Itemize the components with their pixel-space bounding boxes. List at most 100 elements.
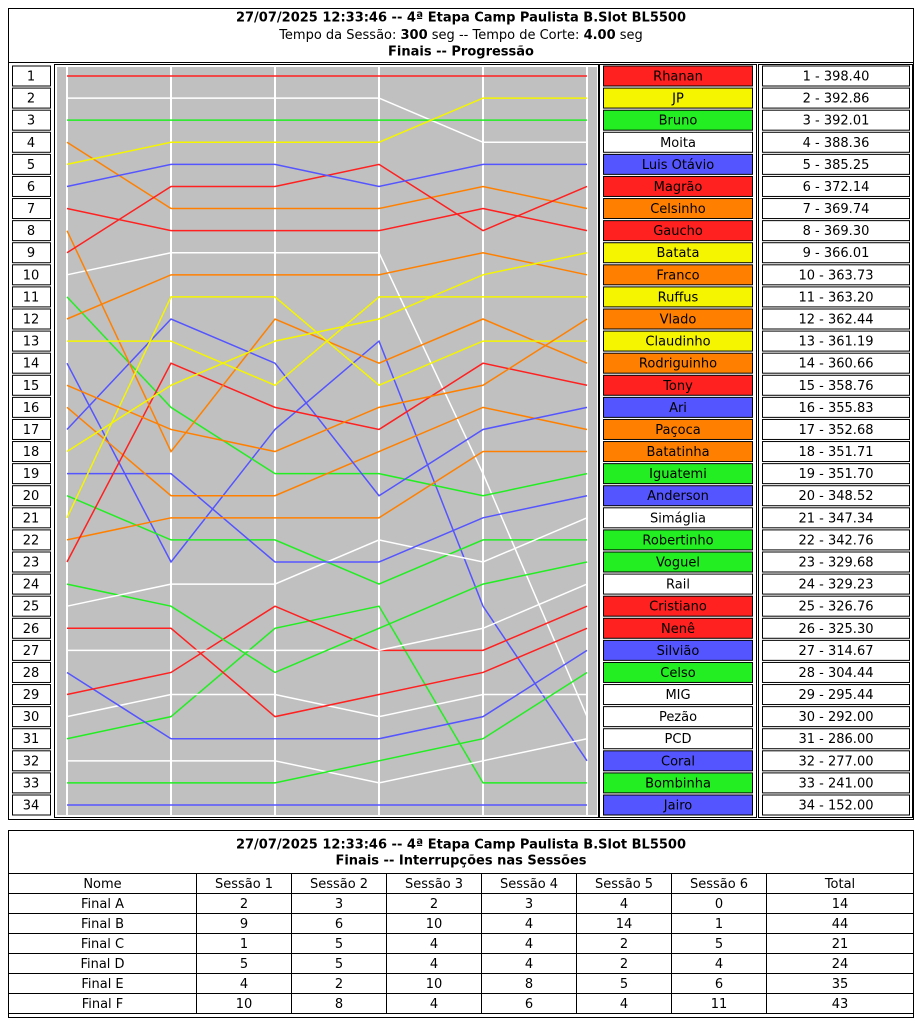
result-label: 32 - 277.00 [799, 754, 874, 769]
result-label: 4 - 388.36 [803, 136, 870, 151]
driver-name: Coral [661, 754, 695, 769]
driver-name: Rhanan [653, 70, 703, 85]
rank-box [12, 264, 51, 286]
header-subtitle: Finais -- Progressão [388, 45, 534, 60]
driver-name: Gaucho [653, 224, 703, 239]
result-box [762, 198, 910, 220]
rank-label: 27 [23, 644, 40, 659]
result-box [762, 463, 910, 485]
result-box [762, 374, 910, 396]
rank-box [12, 109, 51, 131]
table-cell: 44 [832, 917, 849, 932]
driver-box [603, 728, 753, 750]
driver-box [603, 706, 753, 728]
driver-line [67, 472, 588, 563]
result-label: 34 - 152.00 [799, 799, 874, 814]
driver-name: Anderson [647, 489, 709, 504]
rank-label: 19 [23, 467, 40, 482]
table-cell: 1 [240, 937, 248, 952]
table-cell: 8 [335, 997, 343, 1012]
table-cell: 5 [335, 937, 343, 952]
driver-line [66, 97, 587, 166]
result-label: 26 - 325.30 [799, 622, 874, 637]
unit: seg [616, 28, 643, 43]
rank-box [12, 639, 51, 661]
result-box [762, 264, 910, 286]
driver-name: Iguatemi [649, 467, 707, 482]
table-cell: 14 [616, 917, 633, 932]
table-cell: 3 [335, 897, 343, 912]
driver-line [66, 561, 588, 674]
result-box [762, 418, 910, 440]
driver-box [603, 507, 753, 529]
driver-name: Bombinha [645, 776, 711, 791]
result-label: 16 - 355.83 [799, 401, 874, 416]
rank-label: 18 [23, 445, 40, 460]
driver-name: Moita [660, 136, 696, 151]
driver-line [66, 649, 588, 740]
driver-name: Magrão [654, 180, 703, 195]
result-label: 5 - 385.25 [803, 158, 870, 173]
rank-label: 33 [23, 776, 40, 791]
table-cell: 4 [525, 937, 533, 952]
driver-line [66, 163, 587, 188]
session-time: 300 [401, 28, 428, 43]
result-label: 30 - 292.00 [799, 710, 874, 725]
driver-line [66, 406, 588, 497]
table-cell: 2 [620, 937, 628, 952]
driver-name: Robertinho [642, 533, 713, 548]
result-label: 27 - 314.67 [799, 644, 874, 659]
rank-label: 34 [23, 799, 40, 814]
header-title: 27/07/2025 12:33:46 -- 4ª Etapa Camp Pau… [236, 11, 686, 26]
driver-box [603, 220, 753, 242]
table-cell: 4 [430, 997, 438, 1012]
rank-label: 30 [23, 710, 40, 725]
result-box [762, 507, 910, 529]
rank-box [12, 706, 51, 728]
result-label: 33 - 241.00 [799, 776, 874, 791]
rank-label: 25 [23, 600, 40, 615]
driver-name: Paçoca [655, 423, 700, 438]
rank-box [12, 507, 51, 529]
table-title: 27/07/2025 12:33:46 -- 4ª Etapa Camp Pau… [236, 838, 686, 853]
driver-line [67, 296, 587, 387]
table-cell: 4 [620, 997, 628, 1012]
driver-name: Pezão [659, 710, 697, 725]
rank-box [12, 684, 51, 706]
result-label: 18 - 351.71 [799, 445, 874, 460]
column-header: Sessão 3 [405, 877, 463, 892]
driver-name: Bruno [659, 114, 698, 129]
driver-box [603, 374, 753, 396]
table-cell: 11 [711, 997, 728, 1012]
rank-box [12, 242, 51, 264]
rank-box [12, 65, 51, 87]
result-box [762, 573, 910, 595]
rank-box [12, 772, 51, 794]
rank-label: 32 [23, 754, 40, 769]
rank-box [12, 131, 51, 153]
driver-name: Jairo [663, 799, 692, 814]
driver-box [603, 109, 753, 131]
driver-line [66, 605, 587, 784]
result-box [762, 750, 910, 772]
driver-line [67, 671, 588, 784]
column-header: Total [824, 877, 855, 892]
result-box [762, 330, 910, 352]
table-cell: 4 [240, 977, 248, 992]
result-label: 17 - 352.68 [799, 423, 874, 438]
driver-line [66, 605, 588, 696]
driver-box [603, 595, 753, 617]
rank-label: 24 [23, 578, 40, 593]
rank-label: 1 [27, 70, 35, 85]
column-header: Sessão 4 [500, 877, 558, 892]
table-cell: 2 [430, 897, 438, 912]
result-label: 7 - 369.74 [803, 202, 870, 217]
result-label: 28 - 304.44 [799, 666, 874, 681]
result-label: 8 - 369.30 [803, 224, 870, 239]
rank-box [12, 661, 51, 683]
rank-label: 21 [23, 511, 40, 526]
driver-name: Tony [662, 379, 693, 394]
driver-name: Cristiano [649, 600, 707, 615]
table-cell: Final B [81, 917, 124, 932]
driver-name: Vlado [660, 313, 697, 328]
